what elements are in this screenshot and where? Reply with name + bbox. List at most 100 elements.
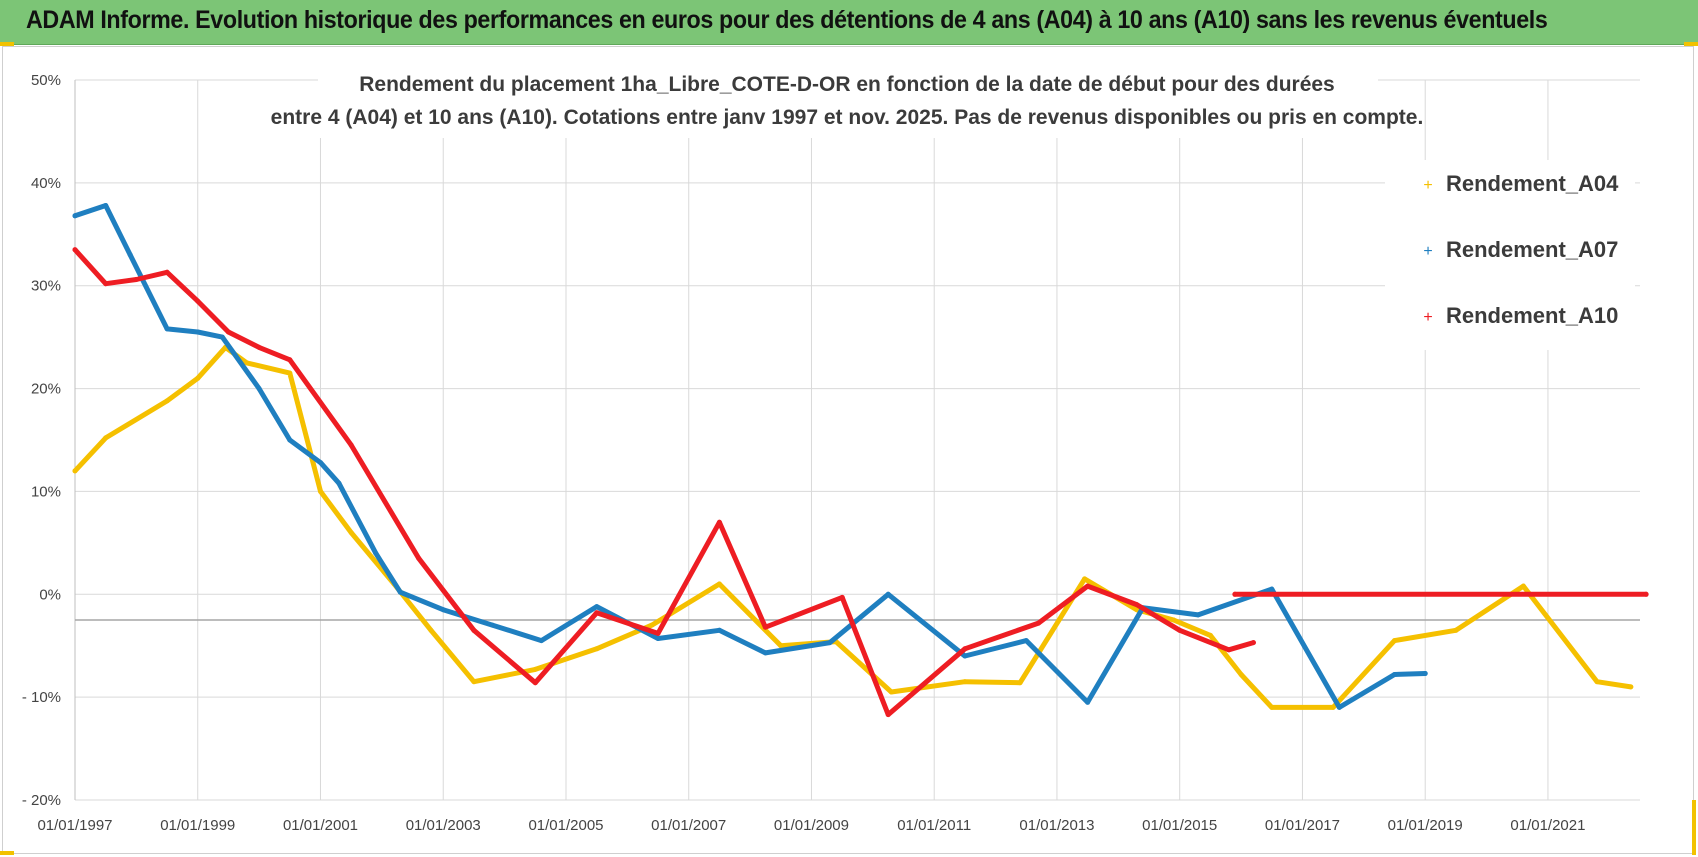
data-point <box>1036 620 1041 626</box>
data-point <box>827 640 833 646</box>
x-tick-label: 01/01/1999 <box>160 817 235 834</box>
data-point <box>1453 627 1459 633</box>
data-point <box>888 689 894 695</box>
data-point <box>1085 583 1091 589</box>
data-point <box>397 589 403 595</box>
title-banner: ADAM Informe. Evolution historique des p… <box>0 0 1698 45</box>
data-point <box>655 630 661 636</box>
chart-title-line-2: entre 4 (A04) et 10 ans (A10). Cotations… <box>271 106 1424 129</box>
data-point <box>962 646 968 652</box>
data-point <box>1134 602 1140 608</box>
data-point <box>164 398 170 404</box>
x-tick-label: 01/01/2009 <box>774 817 849 834</box>
series-line-0 <box>72 344 1634 710</box>
data-point <box>1250 640 1256 646</box>
x-tick-label: 01/01/2001 <box>283 817 358 834</box>
data-point <box>1392 672 1397 677</box>
corner-mark-bottom-left <box>0 851 14 855</box>
data-point <box>839 594 845 600</box>
data-point <box>219 334 225 340</box>
data-point <box>532 680 538 686</box>
y-tick-label: - 10% <box>22 689 61 706</box>
data-point <box>1085 699 1091 705</box>
corner-mark-bottom-right <box>1692 800 1696 855</box>
x-tick-label: 01/01/2019 <box>1388 817 1463 834</box>
x-tick-label: 01/01/2021 <box>1510 817 1585 834</box>
data-point <box>287 437 293 443</box>
data-point <box>1134 607 1140 613</box>
x-tick-label: 01/01/2015 <box>1142 817 1217 834</box>
data-point <box>1520 583 1526 589</box>
data-point <box>1330 704 1336 710</box>
data-point <box>318 488 323 494</box>
data-point <box>778 643 784 649</box>
series-line-1 <box>72 203 1428 710</box>
data-point <box>1082 576 1088 582</box>
data-point <box>716 581 722 587</box>
data-point <box>195 298 201 304</box>
data-point <box>489 622 495 628</box>
x-tick-label: 01/01/1997 <box>37 817 112 834</box>
data-point <box>1232 591 1238 597</box>
data-point <box>428 627 434 633</box>
data-point <box>336 480 342 486</box>
data-point <box>195 375 201 381</box>
data-point <box>195 329 201 335</box>
data-point <box>244 360 250 366</box>
data-point <box>348 442 354 448</box>
data-point <box>885 712 891 718</box>
y-tick-label: 40% <box>31 175 61 192</box>
data-point <box>594 604 600 610</box>
data-point <box>716 519 722 525</box>
data-point <box>1207 632 1213 638</box>
data-point <box>1023 638 1029 644</box>
data-point <box>225 329 231 335</box>
data-point <box>1195 612 1201 618</box>
y-tick-label: 30% <box>31 278 61 295</box>
data-point <box>72 247 78 253</box>
legend-label-a04: Rendement_A04 <box>1446 171 1619 196</box>
x-tick-label: 01/01/2005 <box>528 817 603 834</box>
y-tick-label: 20% <box>31 381 61 398</box>
legend-marker-a07: + <box>1423 243 1432 260</box>
data-point <box>133 277 139 282</box>
data-point <box>594 646 600 652</box>
y-tick-label: 0% <box>39 586 61 603</box>
data-point <box>164 326 170 332</box>
y-tick-label: 50% <box>31 72 61 89</box>
corner-mark-top-right <box>1684 42 1698 46</box>
data-point <box>1226 647 1232 653</box>
data-point <box>649 622 655 628</box>
data-point <box>471 679 477 685</box>
chart-title: Rendement du placement 1ha_Libre_COTE-D-… <box>271 66 1424 138</box>
data-point <box>373 550 379 556</box>
banner-title: ADAM Informe. Evolution historique des p… <box>26 6 1548 34</box>
data-point <box>1238 672 1244 677</box>
x-tick-label: 01/01/2017 <box>1265 817 1340 834</box>
data-point <box>256 386 262 392</box>
x-tick-label: 01/01/2007 <box>651 817 726 834</box>
data-point <box>655 636 661 641</box>
legend-background <box>1385 160 1635 350</box>
data-point <box>962 679 968 685</box>
data-point <box>256 344 262 350</box>
data-point <box>103 281 109 287</box>
legend: + Rendement_A04 + Rendement_A07 + Rendem… <box>1385 160 1635 350</box>
data-point <box>287 370 293 376</box>
data-point <box>287 357 293 363</box>
data-point <box>1177 627 1183 633</box>
data-point <box>1171 617 1177 623</box>
axes: 50% 40% 30% 20% 10% 0% - 10% - 20% 01/01/1997 01/… <box>22 72 1640 834</box>
chart-frame <box>2 46 1694 854</box>
data-point <box>1269 586 1275 592</box>
data-point <box>762 624 768 630</box>
data-point <box>164 269 170 275</box>
data-point <box>440 607 446 613</box>
x-tick-label: 01/01/2011 <box>897 817 971 834</box>
data-point <box>885 591 891 597</box>
y-tick-label: - 20% <box>22 792 61 809</box>
legend-label-a10: Rendement_A10 <box>1446 303 1618 328</box>
data-point <box>103 203 109 208</box>
data-point <box>127 252 133 258</box>
